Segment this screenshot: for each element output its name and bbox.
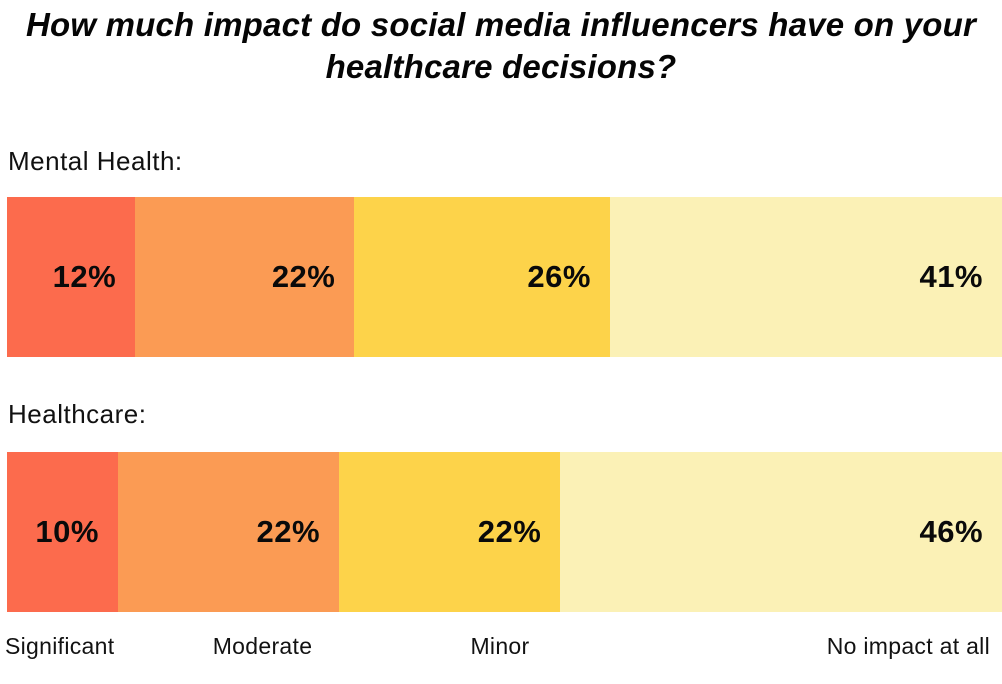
bar-segment-no-impact-at-all: 46% bbox=[560, 452, 1002, 612]
series-label-mental-health: Mental Health: bbox=[8, 146, 183, 176]
legend-label-no-impact: No impact at all bbox=[826, 633, 990, 659]
legend-label-significant: Significant bbox=[5, 633, 115, 659]
segment-value-label: 10% bbox=[35, 514, 99, 549]
stacked-bar-healthcare: 10% 22% 22% 46% bbox=[7, 452, 1002, 612]
segment-value-label: 46% bbox=[919, 514, 984, 549]
segment-value-label: 41% bbox=[919, 259, 983, 294]
bar-segment-moderate: 22% bbox=[117, 452, 340, 612]
bar-segment-significant: 12% bbox=[7, 197, 136, 357]
stacked-bar-mental-health: 12% 22% 26% 41% bbox=[7, 197, 1002, 357]
series-label-healthcare: Healthcare: bbox=[8, 399, 147, 429]
segment-value-label: 22% bbox=[256, 514, 321, 549]
segment-value-label: 22% bbox=[477, 514, 542, 549]
segment-value-label: 22% bbox=[271, 259, 336, 294]
legend-label-minor: Minor bbox=[470, 633, 530, 659]
legend-label-moderate: Moderate bbox=[212, 633, 313, 659]
bar-segment-minor: 26% bbox=[354, 197, 610, 357]
bar-segment-significant: 10% bbox=[7, 452, 118, 612]
category-legend: Significant Moderate Minor No impact at … bbox=[0, 633, 1002, 667]
segment-value-label: 26% bbox=[527, 259, 591, 294]
chart-title: How much impact do social media influenc… bbox=[25, 6, 977, 85]
bar-segment-no-impact-at-all: 41% bbox=[609, 197, 1002, 357]
segment-value-label: 12% bbox=[52, 259, 117, 294]
bar-segment-moderate: 22% bbox=[135, 197, 355, 357]
bar-segment-minor: 22% bbox=[339, 452, 561, 612]
